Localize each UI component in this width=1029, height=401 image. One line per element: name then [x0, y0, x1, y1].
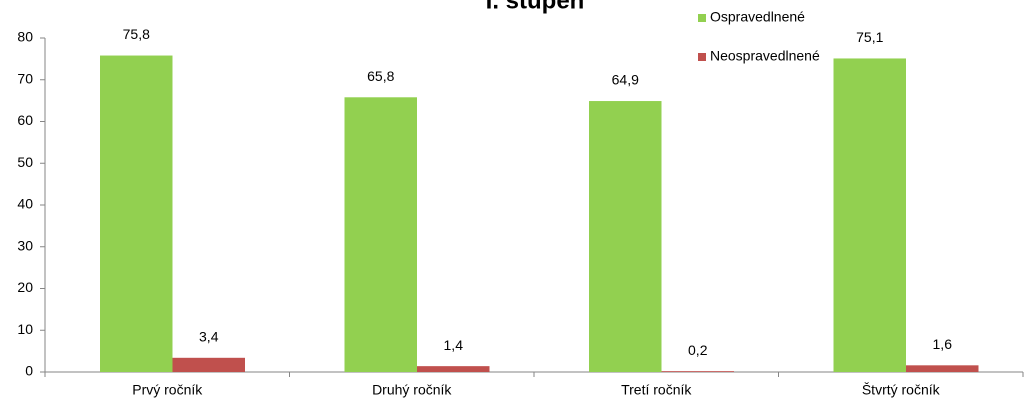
- value-label: 1,4: [444, 337, 464, 353]
- y-tick-label: 0: [25, 363, 33, 379]
- value-label: 75,1: [856, 29, 883, 45]
- y-tick-label: 80: [17, 29, 33, 45]
- legend-label: Neospravedlnené: [710, 48, 820, 64]
- chart-title: I. stupeň: [486, 0, 585, 14]
- y-tick-label: 30: [17, 237, 33, 253]
- bar: [100, 55, 173, 372]
- x-tick-label: Tretí ročník: [621, 382, 692, 398]
- value-label: 65,8: [367, 68, 394, 84]
- legend-label: Ospravedlnené: [710, 9, 805, 25]
- bar: [589, 101, 662, 372]
- bar: [172, 357, 245, 372]
- bar: [661, 371, 734, 372]
- value-label: 75,8: [123, 26, 150, 42]
- y-tick-label: 70: [17, 70, 33, 86]
- y-tick-label: 50: [17, 154, 33, 170]
- y-tick-label: 10: [17, 321, 33, 337]
- bar: [906, 365, 979, 372]
- bar: [417, 366, 490, 372]
- bar: [344, 97, 417, 372]
- legend-swatch: [698, 14, 706, 22]
- y-tick-label: 20: [17, 279, 33, 295]
- x-tick-label: Štvrtý ročník: [862, 382, 941, 398]
- value-label: 3,4: [199, 329, 219, 345]
- y-tick-label: 60: [17, 112, 33, 128]
- value-label: 0,2: [688, 342, 708, 358]
- legend-swatch: [698, 53, 706, 61]
- bar: [833, 58, 906, 373]
- y-tick-label: 40: [17, 196, 33, 212]
- value-label: 1,6: [933, 336, 953, 352]
- x-tick-label: Druhý ročník: [372, 382, 452, 398]
- value-label: 64,9: [612, 72, 639, 88]
- x-tick-label: Prvý ročník: [132, 382, 203, 398]
